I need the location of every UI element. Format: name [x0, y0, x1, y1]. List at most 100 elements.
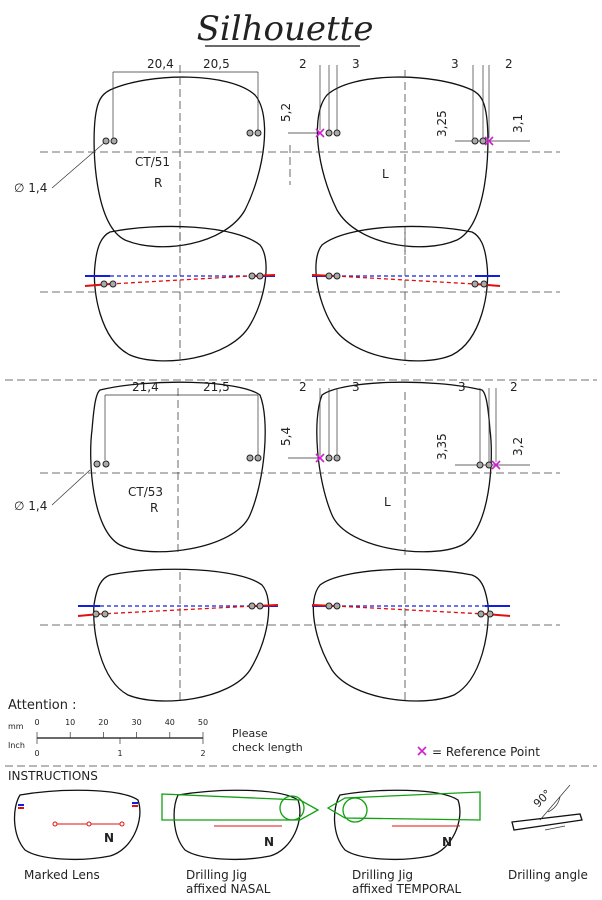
drawing-circle: [254, 129, 262, 137]
side: L: [382, 167, 389, 181]
side: R: [154, 176, 162, 190]
mm-label: 30: [132, 718, 142, 727]
reference: = Reference Point: [432, 745, 540, 759]
attention: Attention :: [8, 698, 77, 713]
drawing-circle: [101, 610, 109, 618]
drawing-circle: [476, 461, 484, 469]
dim: 21,5: [203, 380, 230, 394]
drawing-line: [51, 142, 105, 189]
drawing-circle: [100, 280, 108, 288]
drawing-use: [316, 381, 492, 553]
drawing-circle: [86, 821, 92, 827]
drawing-circle: [342, 797, 368, 823]
group: 0 10 20 30 40 50: [34, 718, 208, 738]
drawing-circle: [480, 280, 488, 288]
drawing-circle: [486, 610, 494, 618]
inch-label: 0: [34, 749, 39, 758]
drawing-circle: [110, 137, 118, 145]
side: R: [150, 501, 158, 515]
unit: Inch: [8, 741, 25, 750]
drawing-circle: [254, 454, 262, 462]
drawing-circle: [477, 610, 485, 618]
drawing-circle: [485, 461, 493, 469]
side: L: [384, 495, 391, 509]
unit: mm: [8, 722, 24, 731]
drawing-path: [13, 789, 141, 861]
drawing-circle: [279, 795, 305, 821]
model: CT/51: [135, 155, 170, 169]
dim: 3: [352, 380, 360, 394]
drawing-circle: [333, 602, 341, 610]
drawing-line: [109, 275, 251, 285]
drawing-path: [417, 746, 427, 756]
note: Please: [232, 727, 268, 740]
drawing-circle: [246, 454, 254, 462]
caption: Drilling angle: [508, 868, 588, 882]
caption: Drilling Jig: [186, 868, 247, 882]
drawing-use: [93, 568, 270, 702]
mm-label: 10: [65, 718, 75, 727]
mm-label: 20: [98, 718, 108, 727]
mm-label: 0: [34, 718, 39, 727]
drawing-circle: [109, 280, 117, 288]
dim: 3,35: [435, 433, 449, 460]
drawing-circle: [246, 129, 254, 137]
mm-label: 40: [165, 718, 175, 727]
group: 0 1 2: [34, 738, 206, 758]
drawing-circle: [471, 280, 479, 288]
drawing-line: [99, 605, 256, 615]
drawing-line: [334, 605, 486, 615]
dim: 3: [352, 57, 360, 71]
dim: 2: [299, 380, 307, 394]
drawing-use: [312, 568, 489, 702]
dim: 3,1: [511, 114, 525, 133]
dim: 20,5: [203, 57, 230, 71]
drawing-line: [539, 784, 571, 821]
instructions-title: INSTRUCTIONS: [8, 769, 98, 783]
model: CT/53: [128, 485, 163, 499]
drawing-circle: [471, 137, 479, 145]
dim: 21,4: [132, 380, 159, 394]
drawing-circle: [248, 272, 256, 280]
angle: 90°: [531, 787, 554, 810]
brand: Silhouette: [197, 9, 374, 49]
drawing-circle: [325, 272, 333, 280]
hole-size: ∅ 1,4: [14, 181, 47, 195]
drawing-use: [315, 225, 489, 362]
drawing-circle: [479, 137, 487, 145]
drawing-path: [315, 128, 325, 138]
drawing-path: [547, 796, 561, 813]
drawing-circle: [93, 460, 101, 468]
inch-label: 2: [200, 749, 205, 758]
drawing-circle: [333, 272, 341, 280]
drawing-path: [326, 791, 481, 821]
marker: N: [442, 835, 452, 849]
drawing-path: [491, 460, 501, 470]
drawing-circle: [102, 460, 110, 468]
drawing-circle: [325, 454, 333, 462]
caption: Marked Lens: [24, 868, 100, 882]
drawing-path: [511, 813, 583, 831]
drawing-circle: [325, 129, 333, 137]
inch-label: 1: [117, 749, 122, 758]
drawing-path: [484, 136, 494, 146]
drawing-circle: [119, 821, 125, 827]
drawing-circle: [256, 272, 264, 280]
marker: N: [104, 831, 114, 845]
drawing-path: [333, 789, 461, 861]
dim: 5,4: [279, 427, 293, 446]
caption: affixed TEMPORAL: [352, 882, 462, 896]
drawing-circle: [333, 129, 341, 137]
dim: 20,4: [147, 57, 174, 71]
note: check length: [232, 741, 303, 754]
drawing-circle: [102, 137, 110, 145]
dim: 2: [510, 380, 518, 394]
drawing-line: [51, 469, 91, 506]
drawing-circle: [325, 602, 333, 610]
drawing-line: [544, 825, 566, 831]
drawing-circle: [92, 610, 100, 618]
drawing-path: [173, 789, 301, 861]
caption: affixed NASAL: [186, 882, 271, 896]
